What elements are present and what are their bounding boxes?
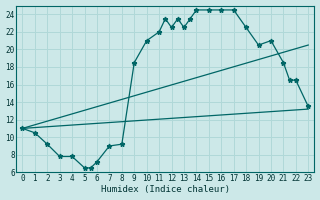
X-axis label: Humidex (Indice chaleur): Humidex (Indice chaleur) [101, 185, 230, 194]
